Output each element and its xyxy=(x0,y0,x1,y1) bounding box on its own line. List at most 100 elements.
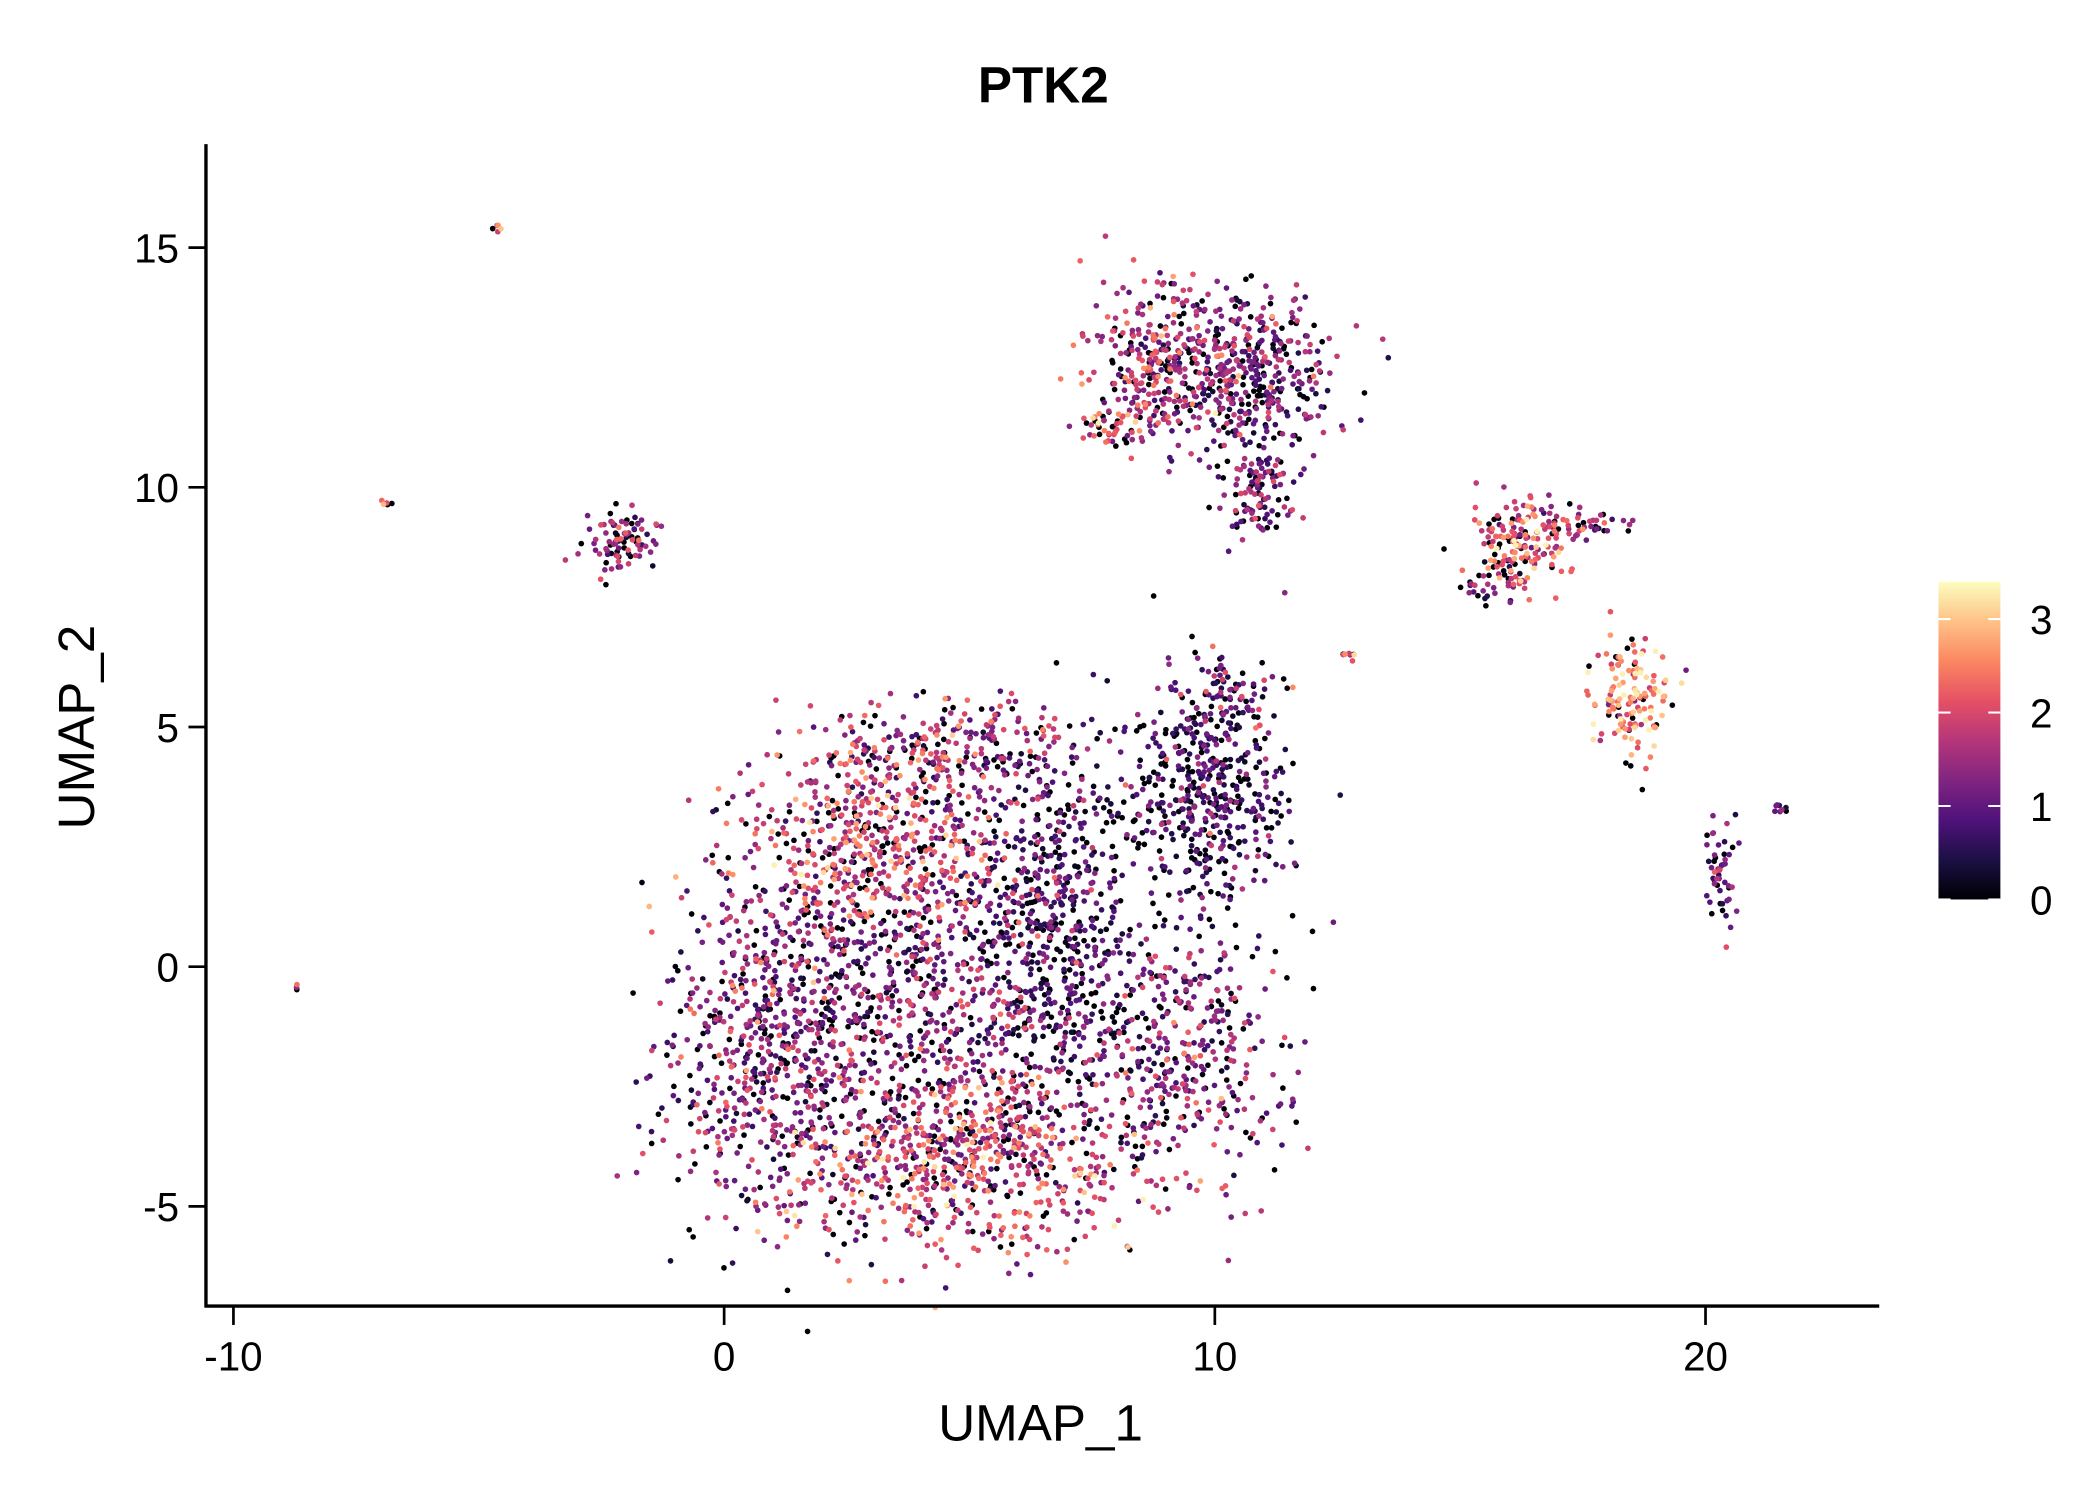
data-point xyxy=(1085,1175,1091,1182)
data-point xyxy=(1111,380,1118,387)
data-point xyxy=(1117,350,1124,357)
data-point xyxy=(779,931,786,937)
data-point xyxy=(860,1051,866,1057)
data-point xyxy=(639,1150,646,1157)
data-point xyxy=(861,747,868,753)
data-point xyxy=(981,797,988,804)
data-point xyxy=(969,1021,975,1028)
data-point xyxy=(1001,915,1008,922)
data-point xyxy=(1044,880,1050,887)
data-point xyxy=(1233,799,1240,806)
data-point xyxy=(912,970,918,976)
data-point xyxy=(1013,1172,1020,1178)
data-point xyxy=(807,1082,814,1089)
data-point xyxy=(746,1111,753,1118)
data-point xyxy=(1026,1064,1033,1071)
data-point xyxy=(1228,400,1235,406)
data-point xyxy=(992,1182,998,1189)
data-point xyxy=(1140,372,1147,379)
data-point xyxy=(1171,281,1178,287)
data-point xyxy=(740,907,747,914)
data-point xyxy=(741,1111,748,1118)
data-point xyxy=(762,925,768,932)
data-point xyxy=(713,1169,719,1176)
data-point xyxy=(753,927,760,934)
data-point xyxy=(1187,926,1193,933)
data-point xyxy=(743,977,749,984)
data-point xyxy=(1260,816,1267,823)
data-point xyxy=(1172,989,1179,995)
data-point xyxy=(907,1043,914,1050)
data-point xyxy=(845,962,852,969)
data-point xyxy=(1130,861,1137,867)
data-point xyxy=(1100,279,1107,286)
data-point xyxy=(1185,1000,1192,1006)
data-point xyxy=(925,1202,932,1209)
data-point xyxy=(1101,1040,1107,1046)
data-point xyxy=(844,771,851,778)
data-point xyxy=(1131,394,1138,401)
data-point xyxy=(1035,1132,1042,1139)
data-point xyxy=(1141,780,1148,787)
data-point xyxy=(1222,795,1229,802)
data-point xyxy=(755,845,762,852)
data-point xyxy=(1593,517,1600,524)
data-point xyxy=(1222,731,1229,737)
data-point xyxy=(1023,955,1029,962)
data-point xyxy=(1159,281,1166,288)
data-point xyxy=(1604,527,1611,534)
data-point xyxy=(884,840,891,846)
data-point xyxy=(1353,323,1360,329)
data-point xyxy=(1043,954,1050,961)
data-point xyxy=(1501,484,1507,490)
data-point xyxy=(1729,844,1736,851)
data-point xyxy=(1121,1006,1127,1013)
data-point xyxy=(1166,468,1172,475)
data-point xyxy=(592,547,599,554)
data-point xyxy=(1301,466,1307,472)
data-point xyxy=(1027,919,1034,925)
data-point xyxy=(1089,917,1096,924)
data-point xyxy=(942,1149,949,1155)
data-point xyxy=(1276,471,1283,478)
data-point xyxy=(1241,1106,1248,1113)
data-point xyxy=(1220,774,1227,780)
data-point xyxy=(826,844,833,851)
data-point xyxy=(1166,661,1172,668)
data-point xyxy=(1040,705,1047,711)
data-point xyxy=(1208,716,1214,723)
data-point xyxy=(1151,829,1157,836)
data-point xyxy=(1145,818,1152,825)
data-point xyxy=(1079,970,1086,977)
data-point xyxy=(967,931,973,938)
data-point xyxy=(1187,286,1193,293)
data-point xyxy=(1162,1186,1169,1192)
data-point xyxy=(940,968,947,975)
data-point xyxy=(1271,773,1278,780)
data-point xyxy=(1051,768,1058,774)
data-point xyxy=(844,782,850,789)
data-point xyxy=(1216,779,1223,786)
data-point xyxy=(1704,841,1710,848)
data-point xyxy=(857,1114,863,1121)
data-point xyxy=(795,915,802,922)
data-point xyxy=(876,1020,883,1027)
data-point xyxy=(1279,863,1286,870)
data-point xyxy=(830,935,836,942)
data-point xyxy=(987,840,993,847)
data-point xyxy=(758,1044,765,1051)
data-point xyxy=(1085,337,1091,344)
data-point xyxy=(1546,492,1552,498)
data-point xyxy=(949,986,955,993)
data-point xyxy=(898,1066,905,1073)
data-point xyxy=(1492,590,1498,597)
data-point xyxy=(1005,698,1012,705)
data-point xyxy=(1285,338,1292,344)
data-point xyxy=(1142,335,1149,342)
data-point xyxy=(1216,1028,1223,1035)
data-point xyxy=(1210,801,1217,807)
data-point xyxy=(1032,870,1039,876)
data-point xyxy=(1070,907,1076,913)
data-point xyxy=(1198,1115,1205,1122)
data-point xyxy=(896,1082,903,1089)
